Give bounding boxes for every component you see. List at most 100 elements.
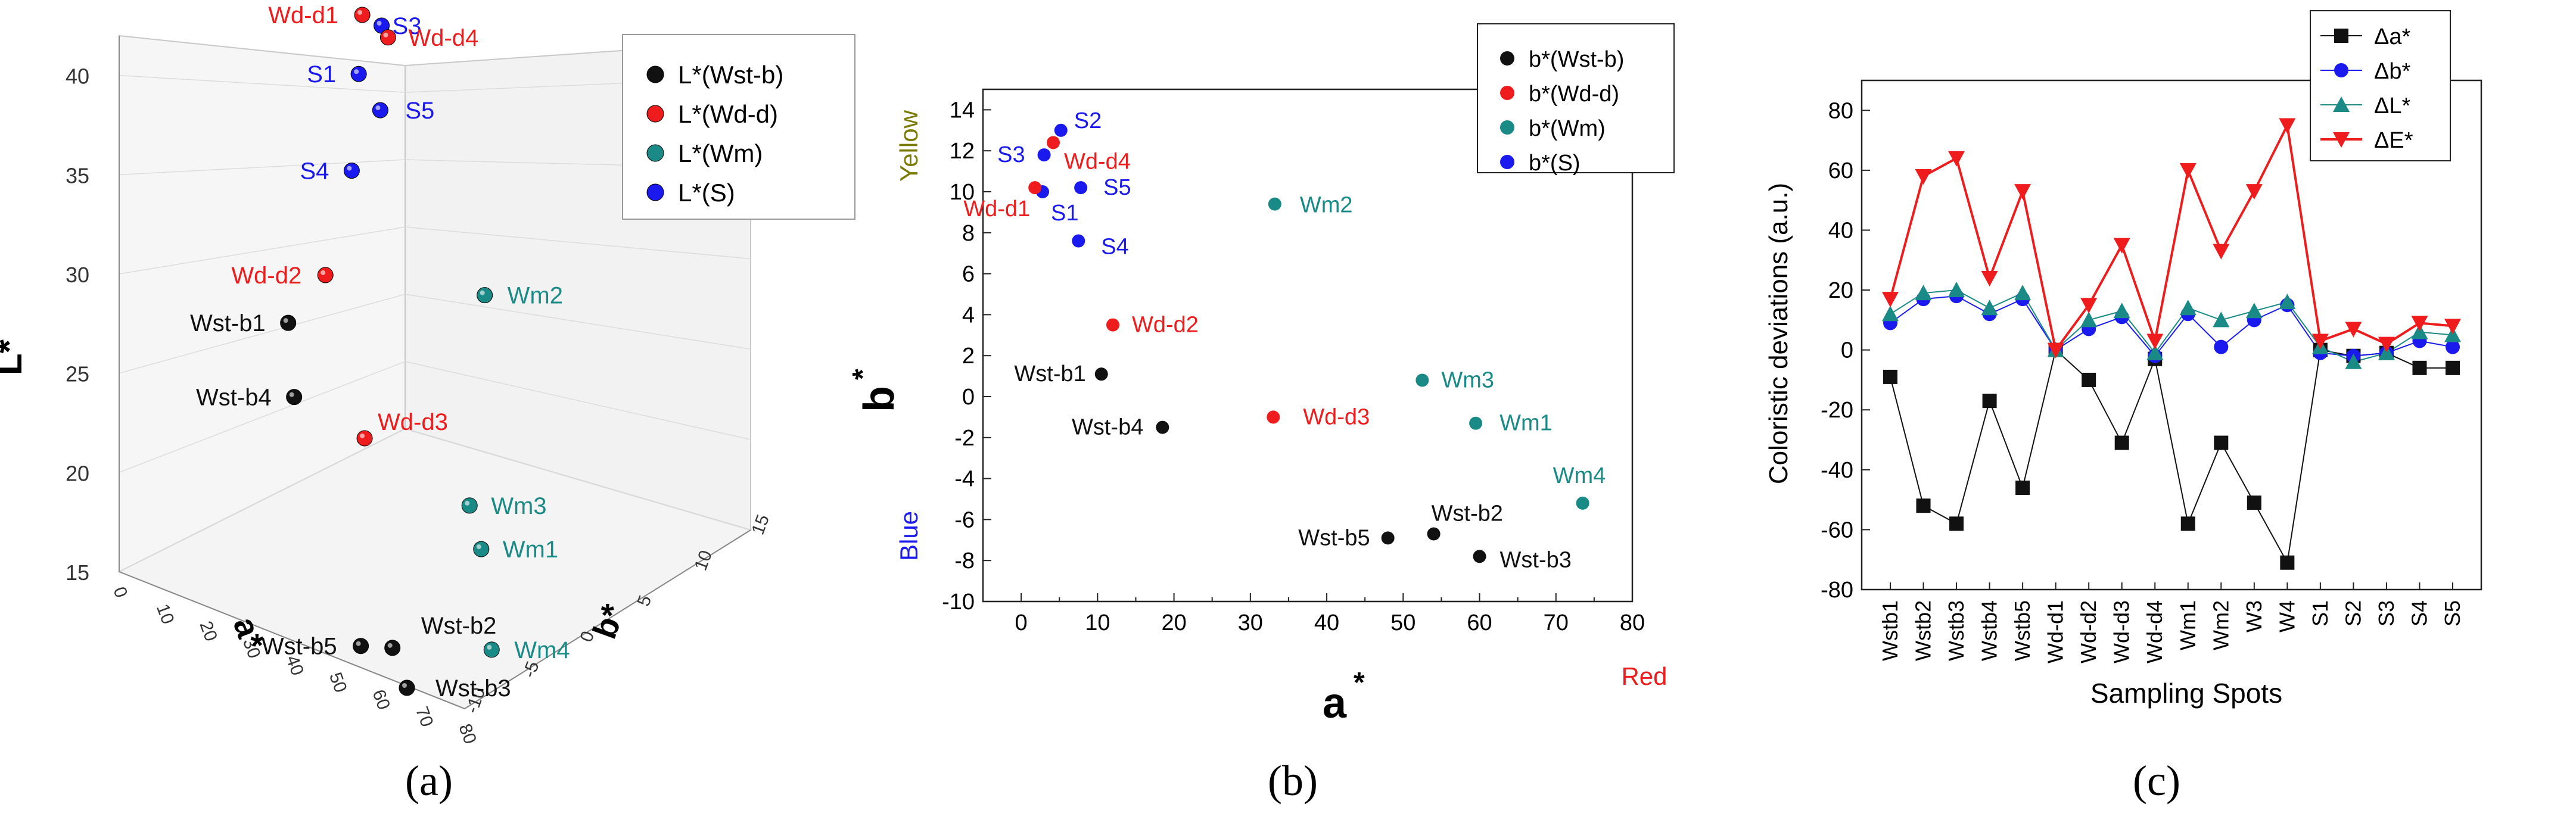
point-highlight	[377, 20, 382, 26]
panel-a-3d-scatter: 15202530354001020304050607080-10-5051015…	[0, 2, 855, 805]
z-tick-label: 30	[66, 263, 89, 287]
x-tick-label: 40	[1314, 610, 1339, 635]
point-label: S2	[1074, 108, 1102, 133]
data-point	[1948, 282, 1965, 298]
x-tick-label: Wstb4	[1977, 600, 2002, 661]
point-label: Wm1	[1499, 411, 1553, 436]
x-axis-label-sup: *	[1354, 667, 1365, 699]
z-tick-label: 20	[66, 461, 89, 485]
y-axis-label: b *	[847, 369, 903, 412]
data-point	[2412, 360, 2427, 375]
grid-line	[119, 294, 751, 374]
y-axis-label-sup: *	[847, 369, 879, 380]
z-axis-label: L*	[0, 339, 29, 375]
data-point	[1981, 270, 1998, 286]
data-point	[2247, 495, 2261, 510]
data-point	[2279, 294, 2296, 310]
data-point	[2245, 184, 2263, 200]
x-tick-label: S4	[2407, 600, 2431, 626]
data-point	[2345, 353, 2362, 369]
point-label: Wst-b2	[1432, 501, 1503, 526]
data-point	[286, 389, 303, 406]
point-label: Wm1	[503, 537, 558, 563]
x-tick-label: Wm1	[2176, 600, 2200, 650]
data-points: S2S3S1S5S4Wd-d1Wd-d4Wd-d2Wd-d3Wm2Wm3Wm1W…	[190, 2, 570, 702]
series-line	[1890, 295, 2453, 357]
x-tick-label: W3	[2242, 600, 2266, 632]
point-highlight	[357, 10, 363, 15]
data-point	[1982, 394, 1997, 409]
legend-marker	[2333, 96, 2350, 112]
data-point	[356, 430, 373, 447]
point-highlight	[476, 544, 481, 550]
y-axis-label-text: b	[855, 386, 903, 412]
data-point	[1915, 285, 1932, 301]
data-point	[473, 541, 490, 557]
data-point	[2378, 336, 2395, 353]
panel-label-b: (b)	[1268, 757, 1318, 805]
point-label: Wst-b1	[190, 310, 266, 336]
series-line	[1890, 289, 2453, 363]
legend-label: ΔL*	[2374, 93, 2411, 119]
y-tick-label: 4	[962, 303, 975, 328]
data-point	[2082, 372, 2096, 387]
point-label: Wd-d3	[1303, 404, 1370, 429]
point-highlight	[289, 392, 294, 397]
y-tick-label: 8	[962, 221, 975, 246]
data-point	[1268, 197, 1281, 211]
data-point	[343, 163, 360, 179]
x-tick-label: 20	[195, 619, 220, 644]
point-label: Wd-d1	[963, 197, 1030, 222]
y-tick-label: 10	[950, 180, 975, 205]
z-tick-label: 35	[66, 163, 89, 188]
data-point	[1948, 151, 1965, 167]
y-tick-label: -20	[1821, 398, 1853, 423]
series-line	[1889, 121, 2453, 353]
point-highlight	[283, 318, 288, 323]
y-tick-label: 14	[950, 98, 975, 123]
y-tick-label: -40	[1821, 458, 1853, 483]
point-label: S1	[1051, 201, 1078, 226]
y-axis-line	[464, 529, 751, 709]
annotation-yellow: Yellow	[895, 110, 923, 182]
y-tick-label: -4	[954, 467, 975, 492]
point-label: Wd-d3	[378, 409, 448, 435]
point-label: Wst-b4	[1072, 415, 1143, 440]
data-point	[2444, 326, 2461, 342]
y-axis-label: Coloristic deviations (a.u.)	[1764, 183, 1793, 484]
point-highlight	[383, 32, 388, 38]
legend-label: L*(Wd-d)	[678, 100, 778, 128]
data-point	[1916, 498, 1931, 513]
legend-label: b*(Wm)	[1529, 116, 1606, 141]
axis-ticks: -80 -60 -40 -20 0 20 40 60 80 Wstb1 Wstb2 Wstb3 Wstb…	[1821, 98, 2465, 663]
legend-marker	[1500, 86, 1514, 100]
y-tick-label: -80	[1821, 578, 1853, 603]
data-point	[477, 287, 493, 304]
data-point	[1981, 300, 1998, 316]
y-tick-label: 0	[962, 385, 975, 410]
x-axis-label-text: a	[1323, 679, 1347, 727]
point-highlight	[347, 166, 352, 171]
series-lines	[1882, 118, 2461, 570]
z-tick-label: 25	[66, 362, 89, 386]
data-point	[1037, 148, 1051, 162]
data-point	[1915, 169, 1932, 185]
data-point	[280, 314, 297, 331]
y-tick-label: 15	[748, 512, 773, 538]
data-point	[384, 640, 401, 656]
x-tick-label: S5	[2440, 600, 2465, 626]
data-point	[1473, 550, 1486, 563]
x-tick-label: Wstb3	[1944, 600, 1968, 661]
point-label: Wst-b5	[262, 634, 337, 660]
data-point	[2345, 322, 2362, 338]
x-tick-label: 80	[1620, 610, 1645, 635]
legend-label: L*(Wm)	[678, 139, 763, 167]
legend-label: Δb*	[2374, 59, 2411, 84]
x-tick-label: Wstb1	[1878, 600, 1902, 661]
grid-line	[119, 226, 751, 275]
data-point	[1381, 531, 1395, 545]
legend-marker	[2334, 29, 2348, 43]
data-point	[2378, 344, 2395, 360]
